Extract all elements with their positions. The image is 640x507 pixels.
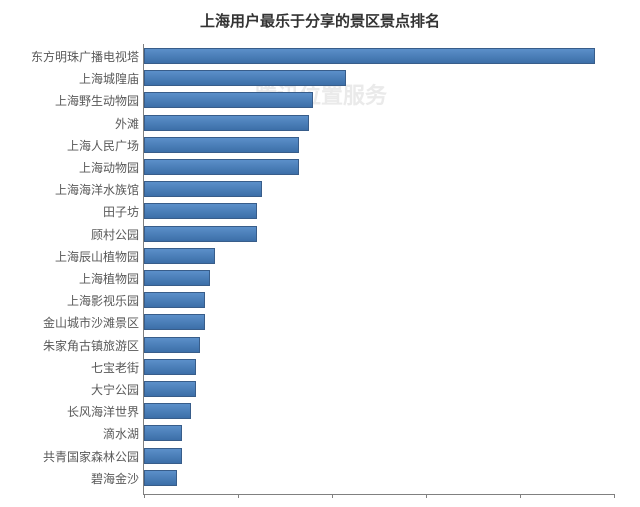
bar [144, 181, 262, 197]
y-axis-label: 滴水湖 [103, 425, 139, 442]
y-axis-label: 长风海洋世界 [67, 403, 139, 420]
x-tick [520, 494, 521, 498]
y-axis-label: 大宁公园 [91, 381, 139, 398]
y-axis-label: 上海城隍庙 [79, 70, 139, 87]
y-axis-label: 朱家角古镇旅游区 [43, 337, 139, 354]
bar [144, 270, 210, 286]
y-axis-label: 上海植物园 [79, 270, 139, 287]
bar [144, 48, 595, 64]
y-axis-label: 七宝老街 [91, 359, 139, 376]
bar [144, 337, 200, 353]
bar [144, 425, 182, 441]
x-tick [238, 494, 239, 498]
y-axis-label: 上海辰山植物园 [55, 248, 139, 265]
bar [144, 159, 299, 175]
chart-container: 上海用户最乐于分享的景区景点排名 腾讯位置服务 东方明珠广播电视塔上海城隍庙上海… [0, 0, 640, 507]
x-tick [614, 494, 615, 498]
x-tick [332, 494, 333, 498]
y-axis-label: 顾村公园 [91, 226, 139, 243]
bar [144, 248, 215, 264]
chart-title: 上海用户最乐于分享的景区景点排名 [0, 0, 640, 37]
y-axis-label: 外滩 [115, 115, 139, 132]
x-tick [144, 494, 145, 498]
bar [144, 226, 257, 242]
x-tick [426, 494, 427, 498]
bar [144, 403, 191, 419]
y-axis-label: 上海野生动物园 [55, 92, 139, 109]
bar [144, 115, 309, 131]
bar [144, 137, 299, 153]
bar [144, 203, 257, 219]
y-axis-label: 田子坊 [103, 203, 139, 220]
bar [144, 359, 196, 375]
bar [144, 448, 182, 464]
y-axis-label: 东方明珠广播电视塔 [31, 48, 139, 65]
bar [144, 292, 205, 308]
y-axis-label: 上海影视乐园 [67, 292, 139, 309]
y-axis-label: 上海人民广场 [67, 137, 139, 154]
y-axis-label: 金山城市沙滩景区 [43, 314, 139, 331]
y-axis-label: 上海海洋水族馆 [55, 181, 139, 198]
y-axis-label: 上海动物园 [79, 159, 139, 176]
bar [144, 470, 177, 486]
plot-area [143, 44, 614, 495]
y-axis-label: 共青国家森林公园 [43, 448, 139, 465]
bar [144, 381, 196, 397]
bar [144, 70, 346, 86]
bar [144, 314, 205, 330]
bar [144, 92, 313, 108]
y-axis-label: 碧海金沙 [91, 470, 139, 487]
